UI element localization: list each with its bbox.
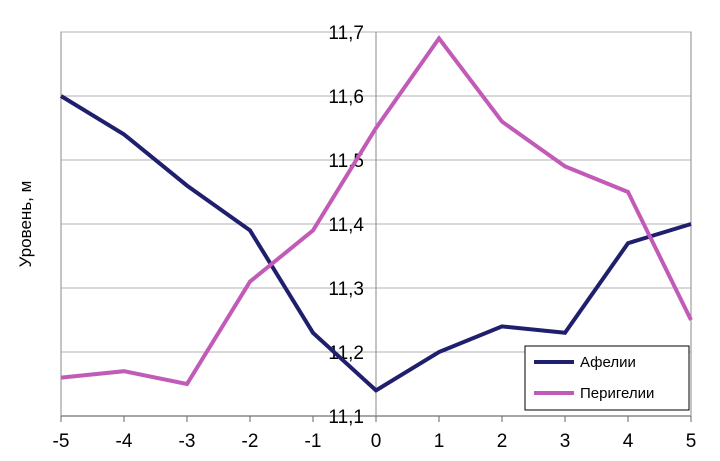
- y-tick-label: 11,1: [328, 407, 364, 428]
- x-tick-label: 0: [371, 431, 382, 452]
- x-tick-label: -4: [116, 431, 133, 452]
- x-ticks: -5 -4 -3 -2 -1 0 1 2 3 4 5: [53, 416, 697, 452]
- series-line-perihelion: [60, 35, 693, 387]
- x-tick-label: -3: [179, 431, 196, 452]
- x-tick-label: 5: [686, 431, 697, 452]
- legend-box: [524, 345, 690, 411]
- y-tick-label: 11,7: [328, 23, 364, 44]
- y-tick-label: 11,3: [328, 279, 364, 300]
- legend-label-aphelion: Афелии: [580, 354, 636, 371]
- y-axis-title: Уровень, м: [16, 181, 35, 268]
- x-tick-label: 1: [434, 431, 445, 452]
- legend-label-perihelion: Перигелии: [580, 385, 654, 402]
- y-tick-label: 11,2: [328, 343, 364, 364]
- y-tick-label: 11,5: [328, 151, 364, 172]
- x-tick-label: 3: [560, 431, 571, 452]
- x-tick-label: -2: [242, 431, 259, 452]
- x-tick-label: -5: [53, 431, 70, 452]
- series-line-aphelion: [59, 94, 692, 393]
- x-tick-label: 2: [497, 431, 508, 452]
- y-tick-label: 11,4: [328, 215, 364, 236]
- legend: Афелии Перигелии: [524, 345, 690, 411]
- x-tick-label: 4: [623, 431, 634, 452]
- y-tick-label: 11,6: [328, 87, 364, 108]
- x-tick-label: -1: [305, 431, 322, 452]
- series-lines: [59, 35, 693, 393]
- y-ticks: 11,1 11,2 11,3 11,4 11,5 11,6 11,7: [328, 23, 364, 428]
